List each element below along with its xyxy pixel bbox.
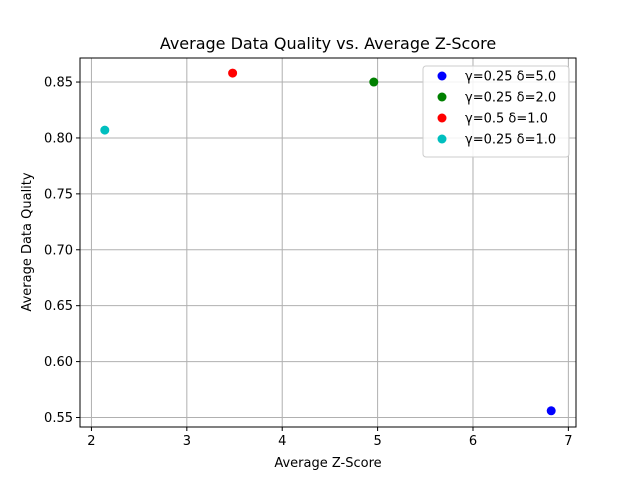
y-tick-label: 0.65: [44, 299, 73, 314]
x-tick-label: 2: [87, 434, 95, 449]
y-tick-label: 0.80: [44, 131, 73, 146]
legend-marker: [437, 134, 447, 144]
x-tick-label: 5: [373, 434, 381, 449]
x-tick-label: 4: [278, 434, 286, 449]
data-point: [546, 406, 556, 416]
y-axis-ticks: 0.55 0.60 0.65 0.70 0.75 0.80 0.85: [44, 76, 80, 426]
plot-frame: [79, 57, 577, 428]
x-tick-label: 3: [183, 434, 191, 449]
data-point: [100, 125, 110, 135]
legend-marker: [437, 71, 447, 81]
x-axis-label: Average Z-Score: [274, 456, 381, 471]
legend-label: γ=0.5 δ=1.0: [465, 112, 548, 127]
data-point: [369, 77, 379, 87]
data-points: [100, 68, 556, 416]
y-axis-label: Average Data Quality: [20, 172, 35, 311]
chart-title: Average Data Quality vs. Average Z-Score: [160, 34, 496, 53]
y-tick-label: 0.60: [44, 355, 73, 370]
legend-label: γ=0.25 δ=2.0: [465, 91, 556, 106]
x-tick-label: 7: [564, 434, 572, 449]
legend-label: γ=0.25 δ=1.0: [465, 133, 556, 148]
x-axis-ticks: 2 3 4 5 6 7: [87, 427, 573, 449]
legend-marker: [437, 113, 447, 123]
legend-box: [422, 65, 570, 158]
data-point: [228, 68, 238, 78]
legend: γ=0.25 δ=5.0 γ=0.25 δ=2.0 γ=0.5 δ=1.0 γ=0.2…: [422, 65, 570, 158]
y-tick-label: 0.85: [44, 76, 73, 91]
y-tick-label: 0.75: [44, 187, 73, 202]
x-tick-label: 6: [469, 434, 477, 449]
legend-marker: [437, 92, 447, 102]
y-tick-label: 0.70: [44, 243, 73, 258]
legend-label: γ=0.25 δ=5.0: [465, 70, 556, 85]
y-tick-label: 0.55: [44, 411, 73, 426]
